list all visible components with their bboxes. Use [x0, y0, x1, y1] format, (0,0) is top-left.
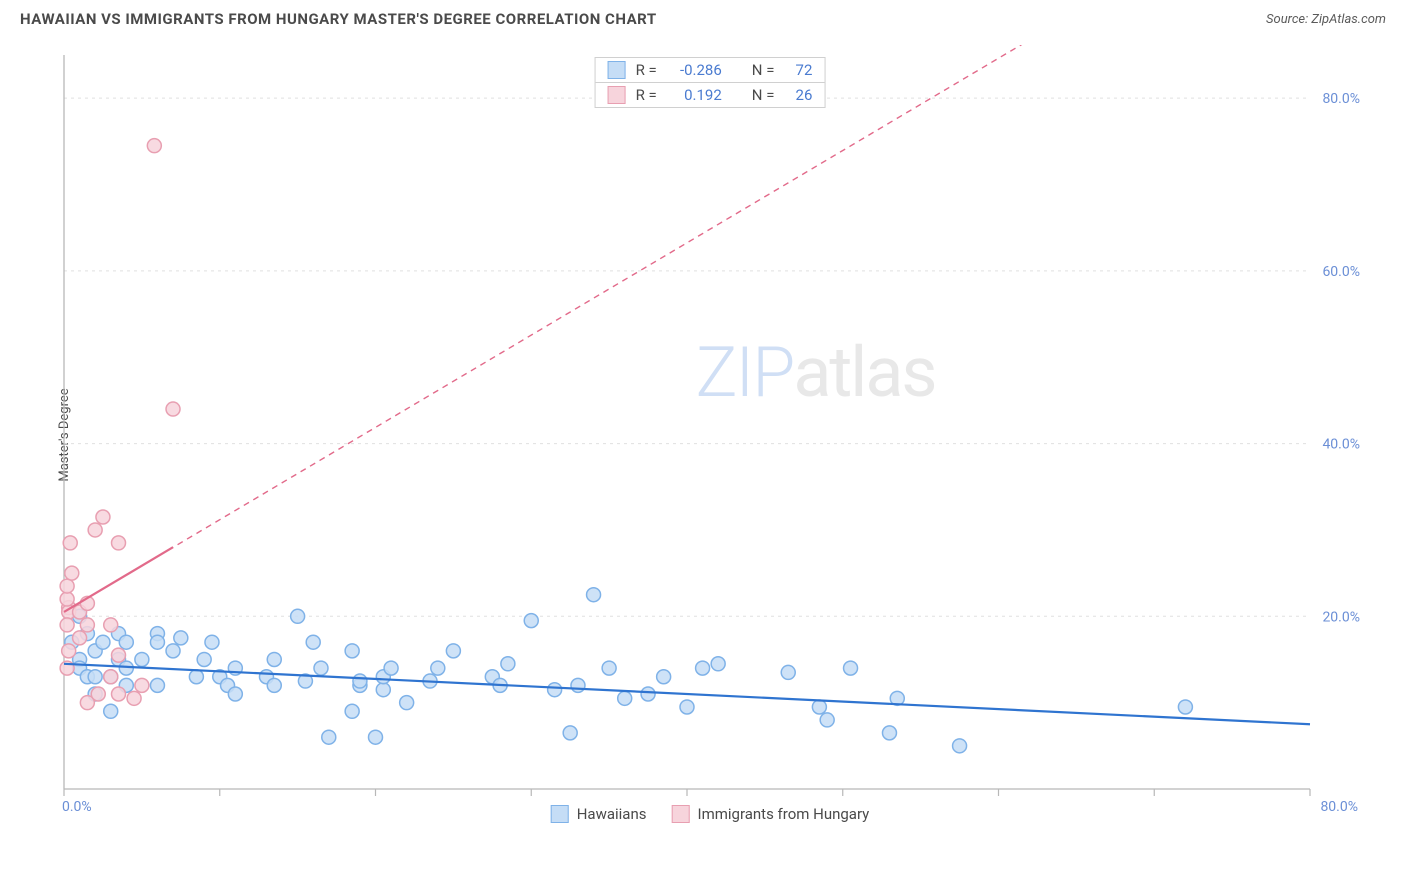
- stats-legend-row: R = 0.192 N = 26: [596, 83, 825, 107]
- svg-text:80.0%: 80.0%: [1322, 91, 1360, 107]
- r-value: 0.192: [667, 86, 722, 104]
- n-label: N =: [752, 61, 775, 79]
- chart-area: Master's Degree 20.0%40.0%60.0%80.0%0.0%…: [50, 45, 1370, 825]
- svg-text:0.0%: 0.0%: [62, 799, 92, 815]
- svg-text:80.0%: 80.0%: [1320, 799, 1358, 815]
- legend-label: Immigrants from Hungary: [697, 805, 869, 823]
- legend-swatch: [608, 86, 626, 104]
- r-value: -0.286: [667, 61, 722, 79]
- legend-item: Hawaiians: [551, 805, 647, 823]
- legend-label: Hawaiians: [577, 805, 647, 823]
- legend-swatch: [608, 61, 626, 79]
- n-value: 26: [784, 86, 812, 104]
- svg-text:40.0%: 40.0%: [1322, 437, 1360, 453]
- stats-legend-row: R = -0.286 N = 72: [596, 58, 825, 83]
- legend-item: Immigrants from Hungary: [671, 805, 869, 823]
- r-label: R =: [636, 61, 657, 79]
- n-value: 72: [784, 61, 812, 79]
- svg-text:20.0%: 20.0%: [1322, 609, 1360, 625]
- chart-title: HAWAIIAN VS IMMIGRANTS FROM HUNGARY MAST…: [20, 10, 657, 28]
- legend-swatch: [671, 805, 689, 823]
- legend-swatch: [551, 805, 569, 823]
- series-legend: Hawaiians Immigrants from Hungary: [551, 805, 870, 823]
- n-label: N =: [752, 86, 775, 104]
- svg-text:60.0%: 60.0%: [1322, 264, 1360, 280]
- r-label: R =: [636, 86, 657, 104]
- stats-legend: R = -0.286 N = 72 R = 0.192 N = 26: [595, 57, 826, 108]
- scatter-plot: 20.0% 40.0% 60.0% 80.0% 0.0% 80.0%: [50, 45, 1370, 825]
- source-label: Source: ZipAtlas.com: [1266, 12, 1386, 27]
